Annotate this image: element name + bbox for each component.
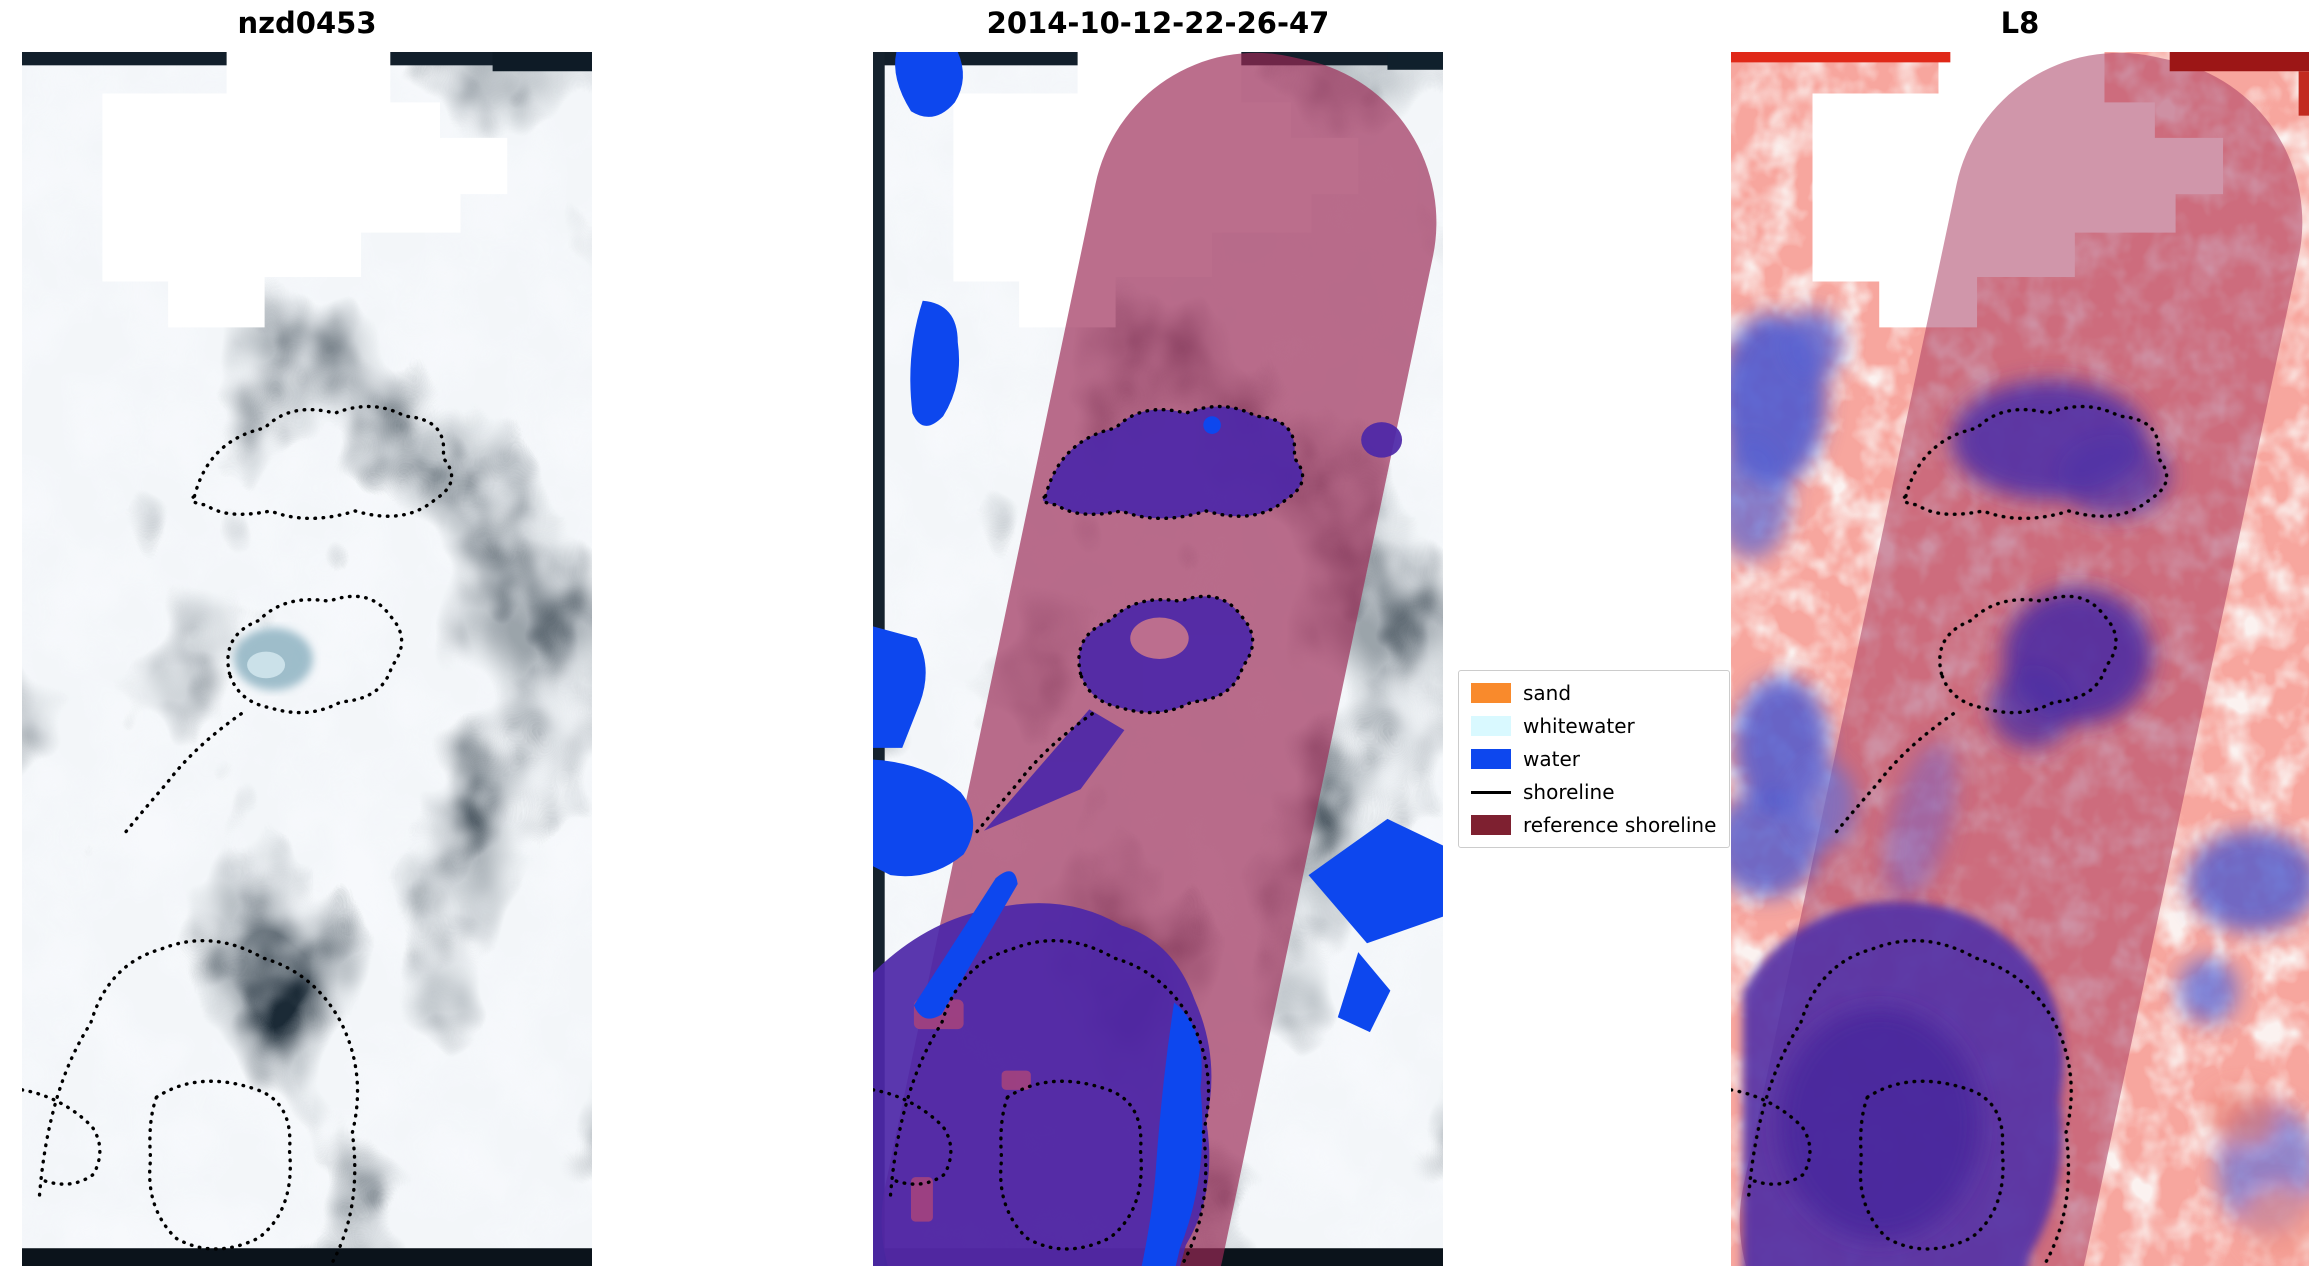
water-swatch [1471, 749, 1511, 769]
edge-marker-strips [1731, 52, 2309, 116]
lagoon-feature [233, 627, 313, 691]
legend-item-reference-shoreline: reference shoreline [1471, 813, 1717, 837]
legend-item-shoreline: shoreline [1471, 780, 1717, 804]
image-corner-strip [1387, 52, 1443, 70]
sand-swatch [1471, 683, 1511, 703]
legend-label: sand [1523, 681, 1572, 705]
reference-shoreline-swatch [1471, 815, 1511, 835]
classified-water-overlay [873, 406, 1403, 1266]
rgb-satellite-image [22, 52, 592, 1266]
classified-satellite-image [873, 52, 1443, 1266]
index-water-core [1778, 1008, 1980, 1240]
panel-rgb [22, 52, 592, 1266]
index-heatmap-image [1731, 52, 2309, 1266]
panel-classified [873, 52, 1443, 1266]
index-water-blobs [1731, 309, 2309, 1258]
legend-label: shoreline [1523, 780, 1615, 804]
panel-title-classified: 2014-10-12-22-26-47 [986, 6, 1330, 40]
band-gap-patch [1130, 617, 1189, 659]
detected-water-overlay [873, 52, 1443, 1266]
panel-index [1731, 52, 2309, 1266]
image-edge-strip [492, 52, 592, 72]
legend: sand whitewater water shoreline referenc… [1458, 670, 1730, 848]
shoreline-swatch [1471, 790, 1511, 794]
legend-label: whitewater [1523, 714, 1635, 738]
legend-item-sand: sand [1471, 681, 1717, 705]
panel-title-index: L8 [2000, 6, 2040, 40]
legend-item-water: water [1471, 747, 1717, 771]
legend-label: reference shoreline [1523, 813, 1717, 837]
whitewater-swatch [1471, 716, 1511, 736]
legend-label: water [1523, 747, 1580, 771]
legend-item-whitewater: whitewater [1471, 714, 1717, 738]
panel-title-rgb: nzd0453 [237, 6, 377, 40]
